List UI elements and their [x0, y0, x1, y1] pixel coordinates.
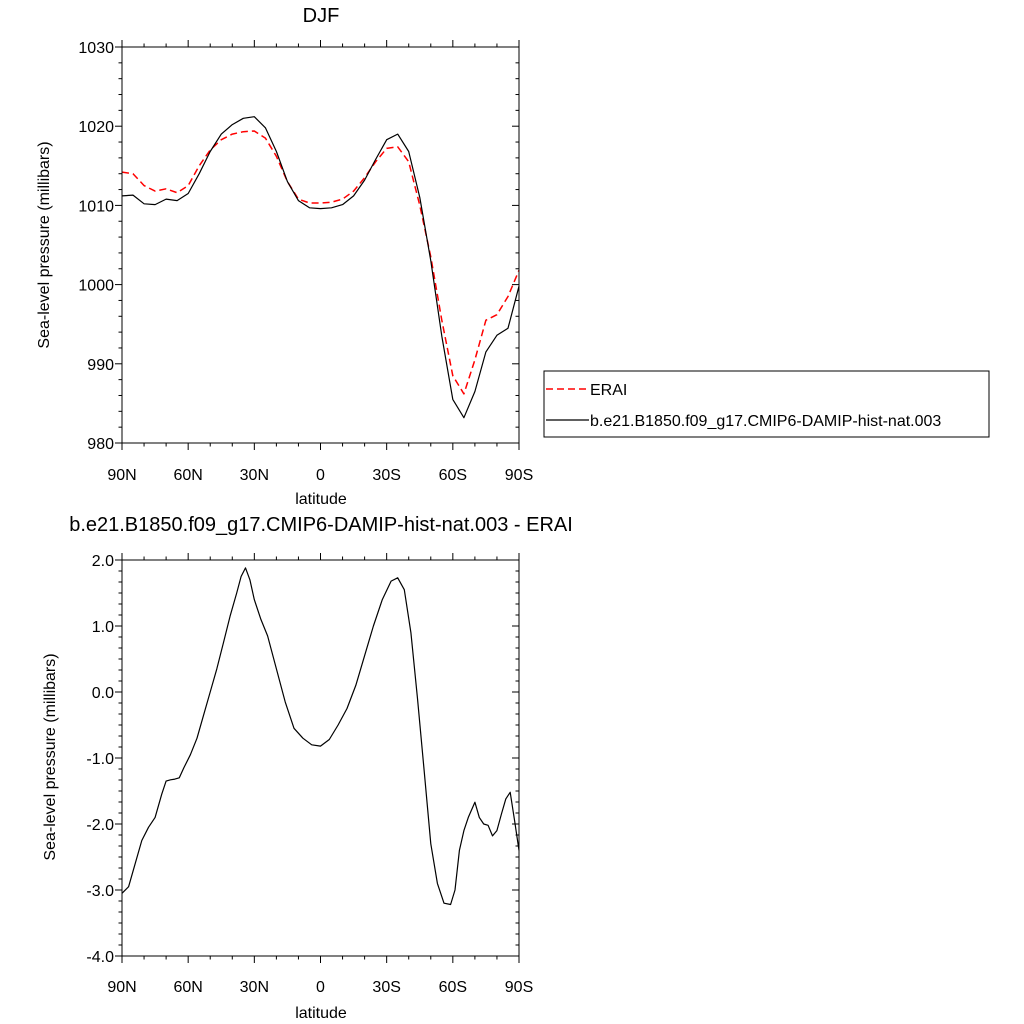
y-tick-label: -2.0 [86, 817, 114, 834]
legend-box [543, 370, 990, 438]
x-tick-label: 30N [240, 979, 269, 996]
y-tick-label: 1020 [78, 119, 114, 136]
djf-series [121, 116, 520, 419]
difference-ticks: -4.0 -3.0 -2.0 -1.0 0.0 1.0 2.0 90N 60N 30N 0 30S 60… [86, 553, 533, 996]
x-tick-label: 30N [240, 467, 269, 484]
legend-model-label: b.e21.B1850.f09_g17.CMIP6-DAMIP-hist-nat… [590, 413, 941, 430]
djf-ticks: 980 990 1000 1010 1020 1030 90N 60N 30N 0 30S 60S 90… [78, 40, 533, 484]
y-tick-label: 1.0 [92, 619, 114, 636]
y-tick-label: 990 [87, 357, 114, 374]
difference-series [121, 567, 520, 906]
x-tick-label: 90N [107, 979, 136, 996]
x-tick-label: 60S [439, 979, 467, 996]
x-tick-label: 90N [107, 467, 136, 484]
y-tick-label: 2.0 [92, 553, 114, 570]
x-tick-label: 60N [173, 979, 202, 996]
difference-panel: b.e21.B1850.f09_g17.CMIP6-DAMIP-hist-nat… [42, 514, 573, 1022]
x-tick-label: 30S [372, 467, 400, 484]
difference-x-axis-label: latitude [295, 1005, 347, 1022]
y-tick-label: 1000 [78, 278, 114, 295]
series-line-0 [121, 567, 520, 906]
x-tick-label: 30S [372, 979, 400, 996]
y-tick-label: -1.0 [86, 751, 114, 768]
series-line-0 [121, 130, 520, 395]
djf-plot-frame [121, 46, 520, 444]
series-line-1 [121, 116, 520, 419]
djf-x-axis-label: latitude [295, 491, 347, 508]
x-tick-label: 90S [505, 467, 533, 484]
x-tick-label: 0 [316, 979, 325, 996]
difference-plot-frame [121, 559, 520, 957]
y-tick-label: 0.0 [92, 685, 114, 702]
x-tick-label: 60S [439, 467, 467, 484]
djf-y-axis-label: Sea-level pressure (millibars) [36, 141, 53, 348]
difference-chart-title: b.e21.B1850.f09_g17.CMIP6-DAMIP-hist-nat… [69, 514, 573, 536]
y-tick-label: 1010 [78, 198, 114, 215]
x-tick-label: 0 [316, 467, 325, 484]
y-tick-label: 980 [87, 436, 114, 453]
x-tick-label: 90S [505, 979, 533, 996]
legend-erai-label: ERAI [590, 382, 627, 399]
legend: ERAI b.e21.B1850.f09_g17.CMIP6-DAMIP-his… [543, 370, 990, 438]
difference-y-axis-label: Sea-level pressure (millibars) [42, 653, 59, 860]
djf-chart-title: DJF [303, 5, 340, 27]
x-tick-label: 60N [173, 467, 202, 484]
y-tick-label: -3.0 [86, 883, 114, 900]
y-tick-label: 1030 [78, 40, 114, 57]
djf-panel: DJF 980 990 1000 1010 1020 1030 90N 60N 30N 0 30S 6… [36, 5, 533, 508]
y-tick-label: -4.0 [86, 949, 114, 966]
